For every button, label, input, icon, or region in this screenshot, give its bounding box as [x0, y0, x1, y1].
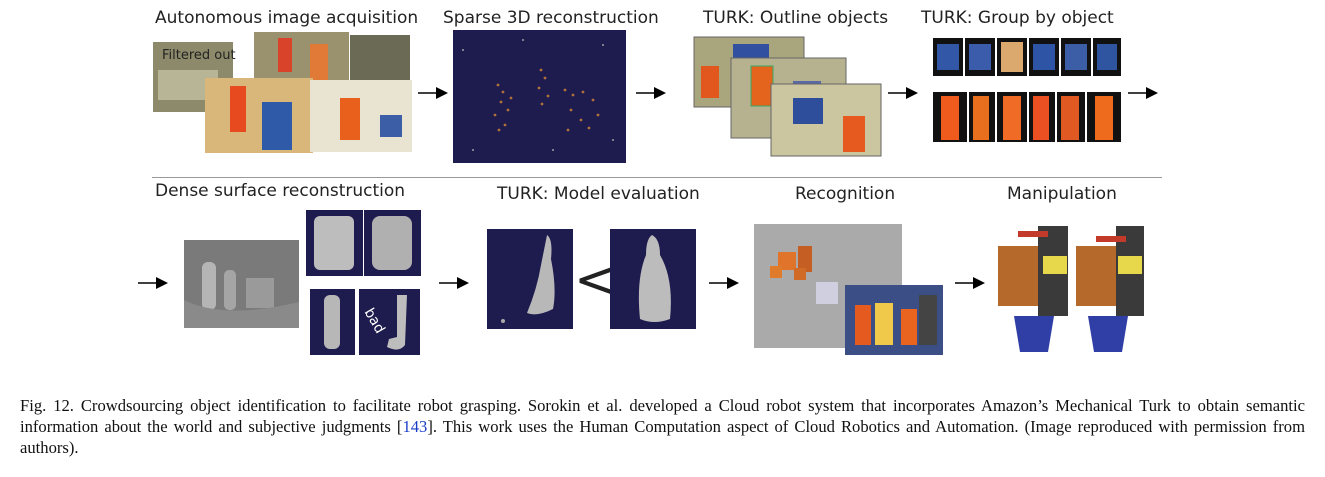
sparse-reconstruction-image: [453, 30, 626, 163]
stage-label-outline-objects: TURK: Outline objects: [703, 8, 889, 28]
figure-caption: Fig. 12. Crowdsourcing object identifica…: [20, 395, 1305, 458]
group-by-object-grid: [933, 38, 1121, 144]
image-acquisition-collage: Filtered out: [150, 30, 415, 160]
arrow-right-icon: [636, 87, 666, 99]
model-evaluation-right: [610, 229, 696, 329]
mesh-box-side: [364, 210, 421, 276]
arrow-right-icon: [418, 87, 448, 99]
stage-label-dense-reconstruction: Dense surface reconstruction: [155, 181, 406, 201]
stage-label-group-by-object: TURK: Group by object: [921, 8, 1114, 28]
row-divider: [152, 177, 1162, 178]
arrow-right-icon: [955, 277, 985, 289]
stage-label-manipulation: Manipulation: [1007, 184, 1117, 204]
arrow-right-icon: [709, 277, 739, 289]
arrow-right-icon: [439, 277, 469, 289]
arrow-right-icon: [1128, 87, 1158, 99]
caption-text-prefix: Fig. 12. Crowdsourcing object identifica…: [20, 396, 1305, 436]
mesh-bad-example: bad: [359, 289, 420, 355]
arrow-right-icon: [138, 277, 168, 289]
manipulation-robot-renders: [998, 216, 1146, 356]
filtered-out-label: Filtered out: [162, 48, 236, 63]
caption-text-suffix: ]. This work uses the Human Computation …: [20, 417, 1305, 457]
stage-label-model-evaluation: TURK: Model evaluation: [497, 184, 700, 204]
stage-label-recognition: Recognition: [795, 184, 896, 204]
arrow-right-icon: [888, 87, 918, 99]
outline-objects-images: [693, 36, 883, 158]
mesh-bottle: [310, 289, 355, 355]
dense-surface-mesh-image: [184, 240, 299, 328]
stage-label-image-acquisition: Autonomous image acquisition: [155, 8, 419, 28]
recognition-scene-photo: [845, 285, 943, 355]
stage-label-sparse-reconstruction: Sparse 3D reconstruction: [443, 8, 659, 28]
model-evaluation-left: [487, 229, 573, 329]
mesh-box-front: [306, 210, 363, 276]
caption-reference-link[interactable]: 143: [402, 417, 428, 436]
